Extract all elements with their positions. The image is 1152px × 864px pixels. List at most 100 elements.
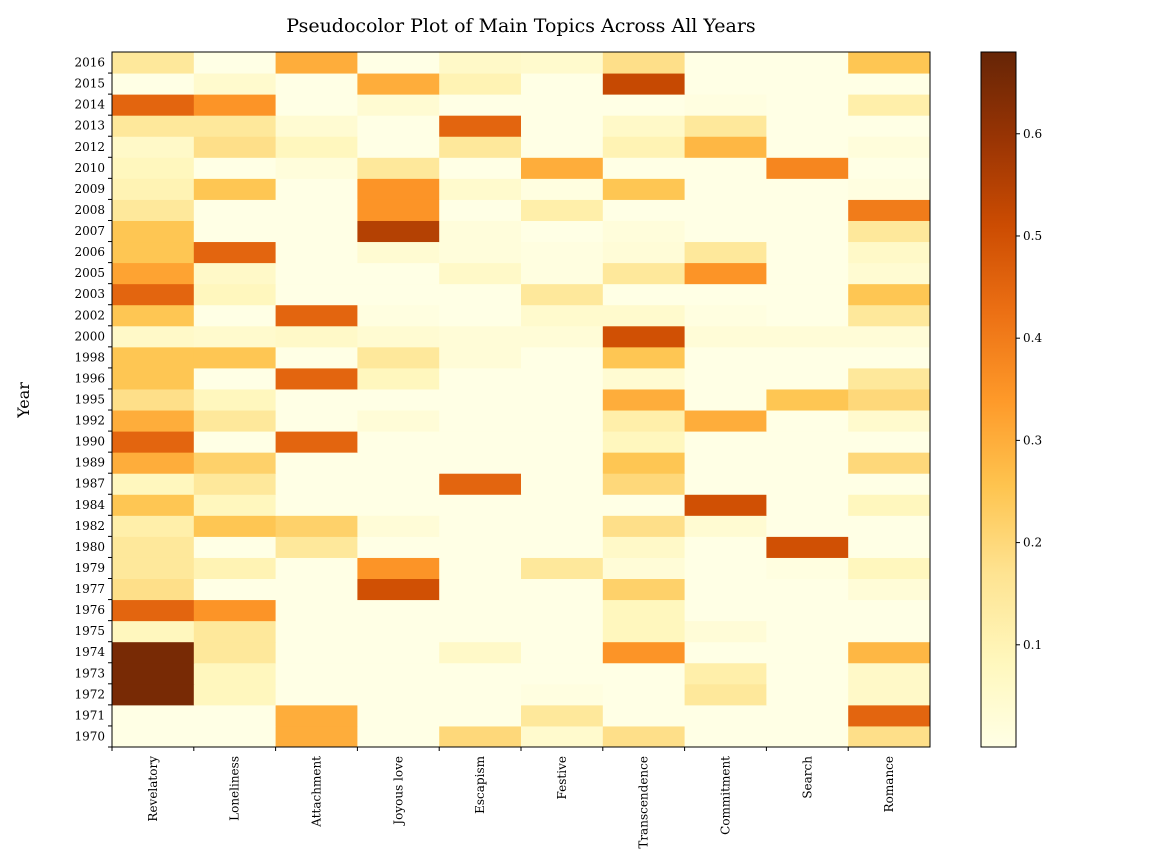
colorbar-ticks: 0.1 0.2 0.3 0.4 0.5 0.6 [1016,127,1042,652]
heatmap-cell [602,662,686,685]
heatmap-cell [439,599,522,622]
heatmap-cell [684,452,767,474]
y-axis-ticks: 1970 1971 1972 1973 1974 1975 1976 1977 1979 1980… [74,56,112,748]
heatmap-cell [848,683,931,706]
heatmap-cell [602,73,686,95]
heatmap-cell [357,599,440,622]
heatmap-cell [848,704,931,727]
heatmap-cell [193,662,277,685]
heatmap-cell [848,157,931,179]
heatmap-cell [521,115,604,137]
heatmap-cell [766,578,849,601]
heatmap-cell [521,94,604,116]
heatmap-cell [684,157,767,179]
x-tick-label: Escapism [473,755,487,813]
heatmap-cell [112,262,195,285]
heatmap-cell [275,641,358,664]
heatmap-cell [439,304,522,327]
heatmap-cell [357,157,440,179]
heatmap-cell [112,557,195,580]
heatmap-cell [766,452,849,474]
heatmap-cell [112,578,195,601]
heatmap-cells [112,52,931,748]
heatmap-cell [521,346,604,369]
heatmap-cell [357,220,440,243]
x-tick-label: Commitment [719,756,733,835]
heatmap-cell [357,620,440,643]
heatmap-cell [275,283,358,306]
heatmap-cell [848,578,931,601]
heatmap-cell [602,515,686,537]
heatmap-cell [602,283,686,306]
heatmap-cell [848,452,931,474]
y-tick-label: 2016 [74,56,105,70]
y-tick-label: 1990 [74,435,105,449]
heatmap-cell [684,388,767,411]
heatmap-cell [766,136,849,158]
x-tick-label: Search [800,756,814,799]
x-tick-label: Festive [555,756,569,799]
heatmap-cell [766,262,849,285]
heatmap-cell [766,620,849,643]
heatmap-cell [275,662,358,685]
heatmap-cell [521,241,604,264]
y-tick-label: 2009 [74,182,105,196]
colorbar [980,51,1017,748]
heatmap-cell [112,52,195,74]
heatmap-cell [521,620,604,643]
heatmap-cell [848,662,931,685]
heatmap-cell [193,578,277,601]
heatmap-cell [848,220,931,243]
heatmap-cell [193,683,277,706]
heatmap-cell [439,115,522,137]
heatmap-cell [439,199,522,221]
y-tick-label: 1980 [74,540,105,554]
heatmap-cell [521,410,604,432]
heatmap-cell [684,115,767,137]
heatmap-cell [766,515,849,537]
heatmap-cell [848,325,931,348]
heatmap-cell [357,304,440,327]
heatmap-cell [439,662,522,685]
heatmap-cell [357,683,440,706]
heatmap-cell [193,241,277,264]
x-tick-label: Transcendence [637,756,651,849]
heatmap-cell [521,578,604,601]
heatmap-cell [193,473,277,495]
heatmap-cell [357,94,440,116]
heatmap-cell [521,641,604,664]
heatmap-cell [521,557,604,580]
heatmap-cell [193,557,277,580]
heatmap-cell [766,662,849,685]
heatmap-cell [684,620,767,643]
heatmap-cell [439,157,522,179]
heatmap-cell [521,452,604,474]
y-tick-label: 1992 [74,414,105,428]
heatmap-cell [357,578,440,601]
x-tick-label: Romance [882,756,896,812]
heatmap-cell [766,431,849,453]
heatmap-cell [684,262,767,285]
y-tick-label: 2003 [74,287,105,301]
heatmap-cell [275,241,358,264]
heatmap-cell [275,115,358,137]
y-tick-label: 1995 [74,393,105,407]
heatmap-cell [848,94,931,116]
heatmap-cell [766,220,849,243]
heatmap-cell [275,220,358,243]
heatmap-cell [357,73,440,95]
heatmap-cell [602,473,686,495]
heatmap-cell [193,199,277,221]
heatmap-cell [112,220,195,243]
heatmap-cell [766,325,849,348]
heatmap-cell [112,473,195,495]
heatmap-cell [848,199,931,221]
heatmap-cell [193,325,277,348]
heatmap-cell [848,262,931,285]
heatmap-cell [275,94,358,116]
heatmap-cell [357,199,440,221]
y-tick-label: 2005 [74,266,105,280]
heatmap-cell [112,494,195,516]
heatmap-cell [766,599,849,622]
x-tick-label: Attachment [310,756,324,828]
